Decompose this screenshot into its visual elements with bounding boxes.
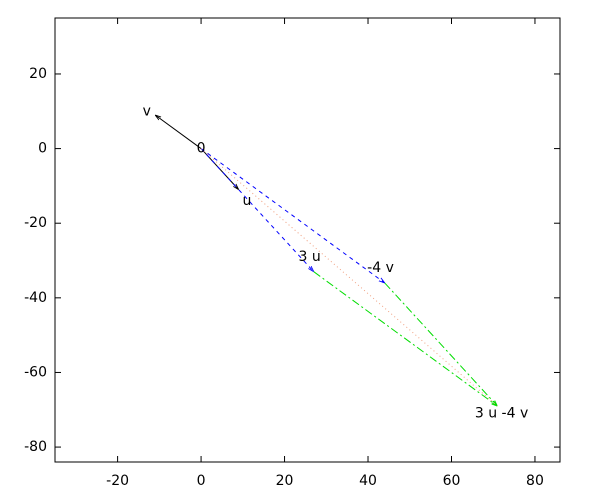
y-tick-label: 0: [38, 141, 47, 157]
y-tick-label: 20: [29, 66, 47, 82]
vector-label: -4 v: [367, 260, 394, 276]
y-tick-label: -20: [24, 215, 47, 231]
y-tick-label: -40: [24, 290, 47, 306]
x-tick-label: 40: [359, 473, 377, 489]
vector: [384, 282, 498, 406]
plot-frame: [54, 17, 561, 463]
vector: [200, 148, 498, 407]
vector-label: v: [143, 103, 151, 119]
vector: [200, 148, 385, 283]
x-tick-label: 60: [443, 473, 461, 489]
x-tick-label: -20: [106, 473, 129, 489]
y-tick-label: -60: [24, 364, 47, 380]
vector: [155, 115, 202, 149]
vector-label: 3 u -4 v: [475, 405, 528, 421]
y-tick-label: -80: [24, 439, 47, 455]
x-tick-label: 20: [276, 473, 294, 489]
vector: [313, 271, 498, 406]
x-tick-label: 80: [526, 473, 544, 489]
vector-label: 3 u: [298, 249, 320, 265]
vector-label: 0: [197, 141, 206, 157]
x-tick-label: 0: [197, 473, 206, 489]
vector-label: u: [243, 193, 252, 209]
vector: [200, 148, 314, 272]
